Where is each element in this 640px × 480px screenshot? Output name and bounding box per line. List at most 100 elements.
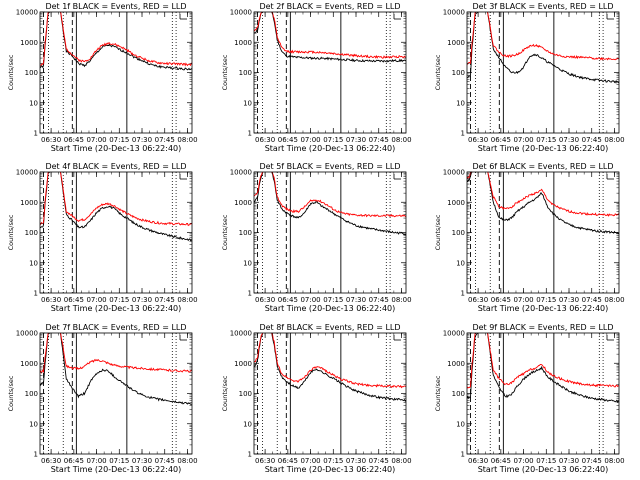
legend-mark [606,335,614,341]
x-axis-label: Start Time (20-Dec-13 06:22:40) [265,144,396,153]
x-axis-label: Start Time (20-Dec-13 06:22:40) [51,465,182,474]
reference-lines [257,12,391,133]
x-axis-label: Start Time (20-Dec-13 06:22:40) [478,144,609,153]
y-tick-label: 1000 [20,360,38,368]
y-tick-label: 1000 [20,199,38,207]
x-tick-label: 06:30 [255,457,275,465]
x-tick-label: 07:15 [536,296,556,304]
y-axis-label: Counts/sec [434,54,442,90]
y-axis: 1 10 100 1000 10000 [443,330,619,459]
lld-series-line [254,172,406,218]
events-series-line [40,12,192,71]
x-tick-label: 07:15 [536,136,556,144]
y-tick-label: 100 [239,69,252,77]
lld-series-line [467,172,619,217]
x-tick-label: 06:30 [41,136,61,144]
events-series-line [467,12,619,84]
events-series-line [254,172,406,236]
x-tick-label: 06:45 [278,457,298,465]
y-axis-label: Counts/sec [7,54,15,90]
x-tick-label: 07:30 [346,136,366,144]
y-tick-label: 10000 [230,9,252,17]
x-tick-label: 07:00 [86,136,106,144]
x-tick-label: 07:30 [559,457,579,465]
y-tick-label: 1 [248,451,252,459]
x-tick-label: 06:30 [468,296,488,304]
x-tick-label: 07:00 [300,136,320,144]
x-tick-label: 06:30 [468,457,488,465]
plot-frame [253,11,407,134]
chart-title: Det 1f BLACK = Events, RED = LLD [45,2,186,11]
x-tick-label: 07:15 [109,296,129,304]
legend-mark [393,335,401,341]
x-axis: 06:30 06:45 07:00 07:15 07:30 07:45 08:00 [468,333,625,465]
y-axis: 1 10 100 1000 10000 [16,9,192,138]
x-axis: 06:30 06:45 07:00 07:15 07:30 07:45 08:00 [468,172,625,304]
x-tick-label: 07:15 [323,136,343,144]
legend-mark [179,14,187,20]
y-axis-label: Counts/sec [221,214,229,250]
x-tick-label: 07:45 [155,457,175,465]
chart-title: Det 8f BLACK = Events, RED = LLD [259,323,400,332]
x-axis-label: Start Time (20-Dec-13 06:22:40) [265,465,396,474]
y-tick-label: 10 [29,420,38,428]
lld-series-line [254,333,406,389]
y-axis-label: Counts/sec [434,375,442,411]
x-tick-label: 08:00 [177,457,197,465]
y-tick-label: 1 [461,130,465,138]
y-tick-label: 10 [243,420,252,428]
lld-series-line [40,333,192,374]
x-tick-label: 07:45 [369,457,389,465]
x-axis: 06:30 06:45 07:00 07:15 07:30 07:45 08:00 [41,12,198,144]
lld-series-line [40,172,192,227]
y-tick-label: 1 [461,451,465,459]
x-tick-label: 06:30 [255,296,275,304]
x-tick-label: 07:00 [300,296,320,304]
y-tick-label: 1 [34,130,38,138]
chart-title: Det 6f BLACK = Events, RED = LLD [472,162,613,171]
x-tick-label: 07:15 [109,136,129,144]
x-axis-label: Start Time (20-Dec-13 06:22:40) [265,304,396,313]
reference-lines [257,172,391,293]
plot-frame [253,171,407,294]
legend-mark [393,14,401,20]
x-axis: 06:30 06:45 07:00 07:15 07:30 07:45 08:00 [41,333,198,465]
x-tick-label: 08:00 [391,457,411,465]
x-tick-label: 07:15 [323,296,343,304]
y-tick-label: 10000 [443,169,465,177]
legend-mark [606,174,614,180]
chart-title: Det 4f BLACK = Events, RED = LLD [45,162,186,171]
x-axis: 06:30 06:45 07:00 07:15 07:30 07:45 08:00 [468,12,625,144]
lld-series-line [467,12,619,65]
reference-lines [257,333,391,454]
x-tick-label: 06:45 [64,136,84,144]
x-tick-label: 07:15 [109,457,129,465]
y-axis-label: Counts/sec [7,375,15,411]
y-tick-label: 10000 [443,330,465,338]
legend-mark [179,335,187,341]
x-tick-label: 08:00 [177,136,197,144]
x-tick-label: 06:30 [41,296,61,304]
y-tick-label: 100 [452,69,465,77]
x-tick-label: 06:30 [41,457,61,465]
lld-series-line [40,12,192,67]
y-tick-label: 10 [456,99,465,107]
y-axis: 1 10 100 1000 10000 [230,330,406,459]
x-axis-label: Start Time (20-Dec-13 06:22:40) [478,465,609,474]
y-tick-label: 10 [243,99,252,107]
x-tick-label: 08:00 [391,296,411,304]
y-tick-label: 10000 [443,9,465,17]
x-tick-label: 07:30 [346,296,366,304]
y-tick-label: 1 [34,451,38,459]
chart-title: Det 3f BLACK = Events, RED = LLD [472,2,613,11]
x-tick-label: 08:00 [604,296,624,304]
legend-mark [606,14,614,20]
events-series-line [40,333,192,405]
x-tick-label: 07:00 [513,296,533,304]
